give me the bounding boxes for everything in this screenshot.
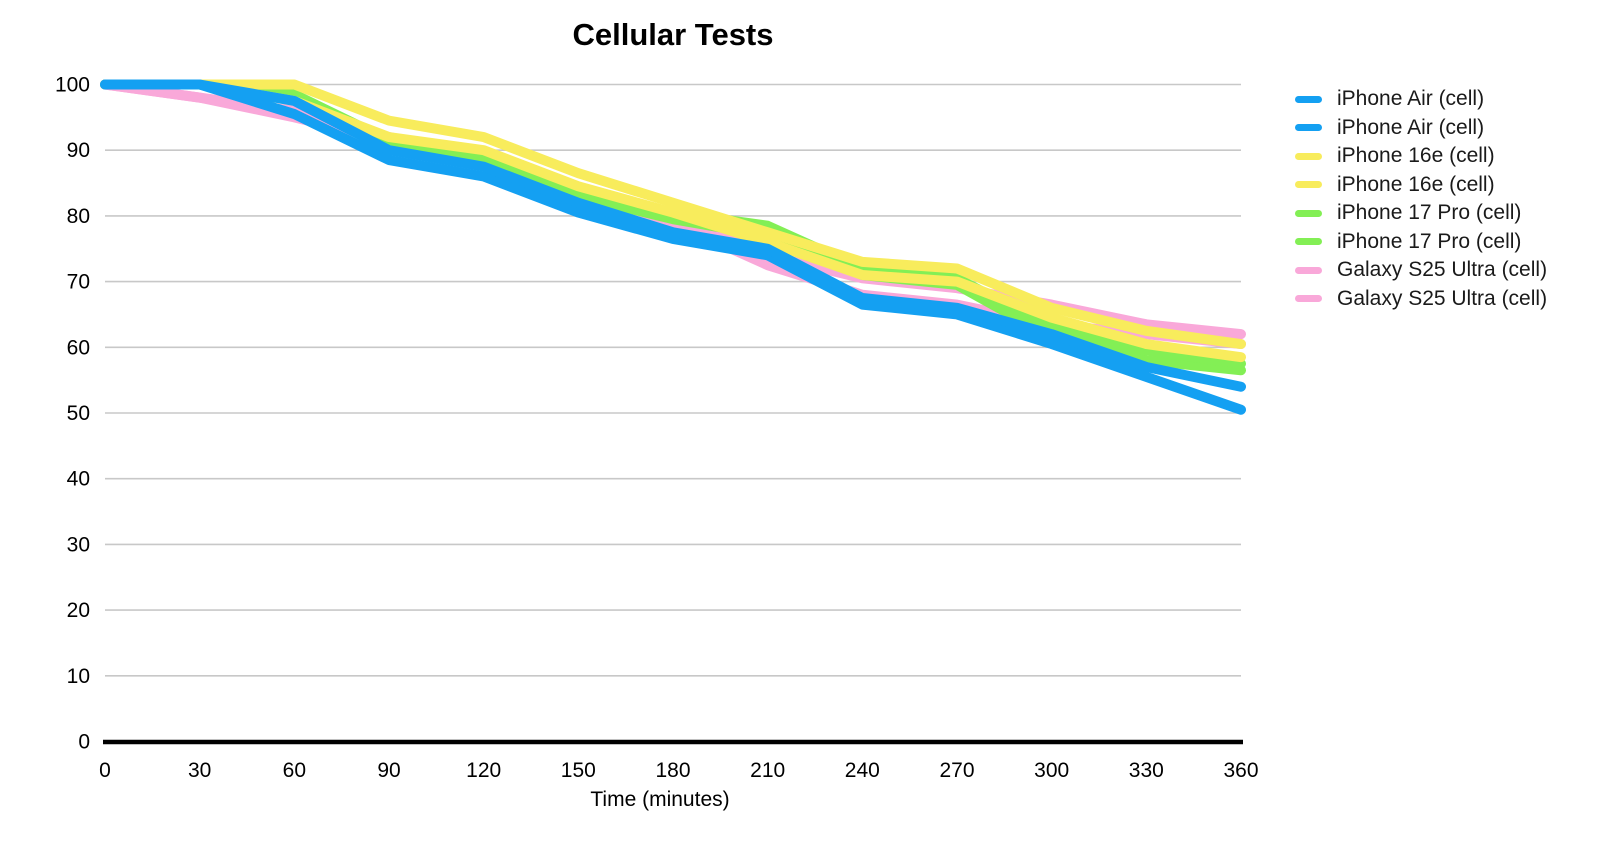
x-tick-label-30: 30 <box>188 759 211 782</box>
y-tick-label-100: 100 <box>55 74 90 97</box>
legend-label: iPhone 17 Pro (cell) <box>1337 229 1522 253</box>
x-tick-label-330: 330 <box>1129 759 1164 782</box>
y-tick-label-40: 40 <box>67 468 90 491</box>
y-tick-label-90: 90 <box>67 139 90 162</box>
legend-label: iPhone Air (cell) <box>1337 115 1485 139</box>
series-line-1-iphone-air-cell- <box>100 79 1246 415</box>
x-tick-label-180: 180 <box>655 759 690 782</box>
y-tick-label-50: 50 <box>67 402 90 425</box>
x-tick-label-210: 210 <box>750 759 785 782</box>
legend-item-7: Galaxy S25 Ultra (cell) <box>1295 285 1547 314</box>
legend-swatch-icon <box>1295 181 1322 189</box>
legend: iPhone Air (cell) iPhone Air (cell) iPhone… <box>1295 85 1547 313</box>
legend-item-5: iPhone 17 Pro (cell) <box>1295 228 1547 257</box>
legend-swatch-icon <box>1295 266 1322 274</box>
legend-item-6: Galaxy S25 Ultra (cell) <box>1295 256 1547 285</box>
legend-swatch-icon <box>1295 152 1322 160</box>
legend-swatch-icon <box>1295 95 1322 103</box>
legend-item-0: iPhone Air (cell) <box>1295 85 1547 114</box>
legend-swatch-icon <box>1295 238 1322 246</box>
chart-title: Cellular Tests <box>572 17 774 52</box>
y-tick-label-20: 20 <box>67 599 90 622</box>
y-tick-label-60: 60 <box>67 336 90 359</box>
series-line-0-iphone-air-cell- <box>100 79 1246 392</box>
x-tick-label-0: 0 <box>99 759 111 782</box>
legend-label: iPhone 16e (cell) <box>1337 144 1495 168</box>
y-tick-label-70: 70 <box>67 271 90 294</box>
legend-swatch-icon <box>1295 124 1322 132</box>
x-tick-label-300: 300 <box>1034 759 1069 782</box>
x-tick-label-360: 360 <box>1223 759 1258 782</box>
x-tick-label-120: 120 <box>466 759 501 782</box>
legend-swatch-icon <box>1295 209 1322 217</box>
y-tick-label-0: 0 <box>78 731 90 754</box>
legend-item-1: iPhone Air (cell) <box>1295 114 1547 143</box>
legend-item-2: iPhone 16e (cell) <box>1295 142 1547 171</box>
legend-swatch-icon <box>1295 295 1322 303</box>
series-line-2-iphone-16e-cell- <box>100 79 1246 350</box>
x-tick-label-150: 150 <box>561 759 596 782</box>
legend-label: iPhone 16e (cell) <box>1337 172 1495 196</box>
x-tick-label-90: 90 <box>377 759 400 782</box>
legend-label: Galaxy S25 Ultra (cell) <box>1337 286 1548 310</box>
y-tick-label-30: 30 <box>67 533 90 556</box>
y-tick-label-80: 80 <box>67 205 90 228</box>
x-tick-label-60: 60 <box>283 759 306 782</box>
y-tick-label-10: 10 <box>67 665 90 688</box>
x-tick-label-270: 270 <box>939 759 974 782</box>
legend-item-3: iPhone 16e (cell) <box>1295 171 1547 200</box>
legend-label: iPhone Air (cell) <box>1337 87 1485 111</box>
legend-item-4: iPhone 17 Pro (cell) <box>1295 199 1547 228</box>
legend-label: Galaxy S25 Ultra (cell) <box>1337 258 1548 282</box>
x-tick-label-240: 240 <box>845 759 880 782</box>
legend-label: iPhone 17 Pro (cell) <box>1337 201 1522 225</box>
x-axis-label: Time (minutes) <box>590 788 729 811</box>
